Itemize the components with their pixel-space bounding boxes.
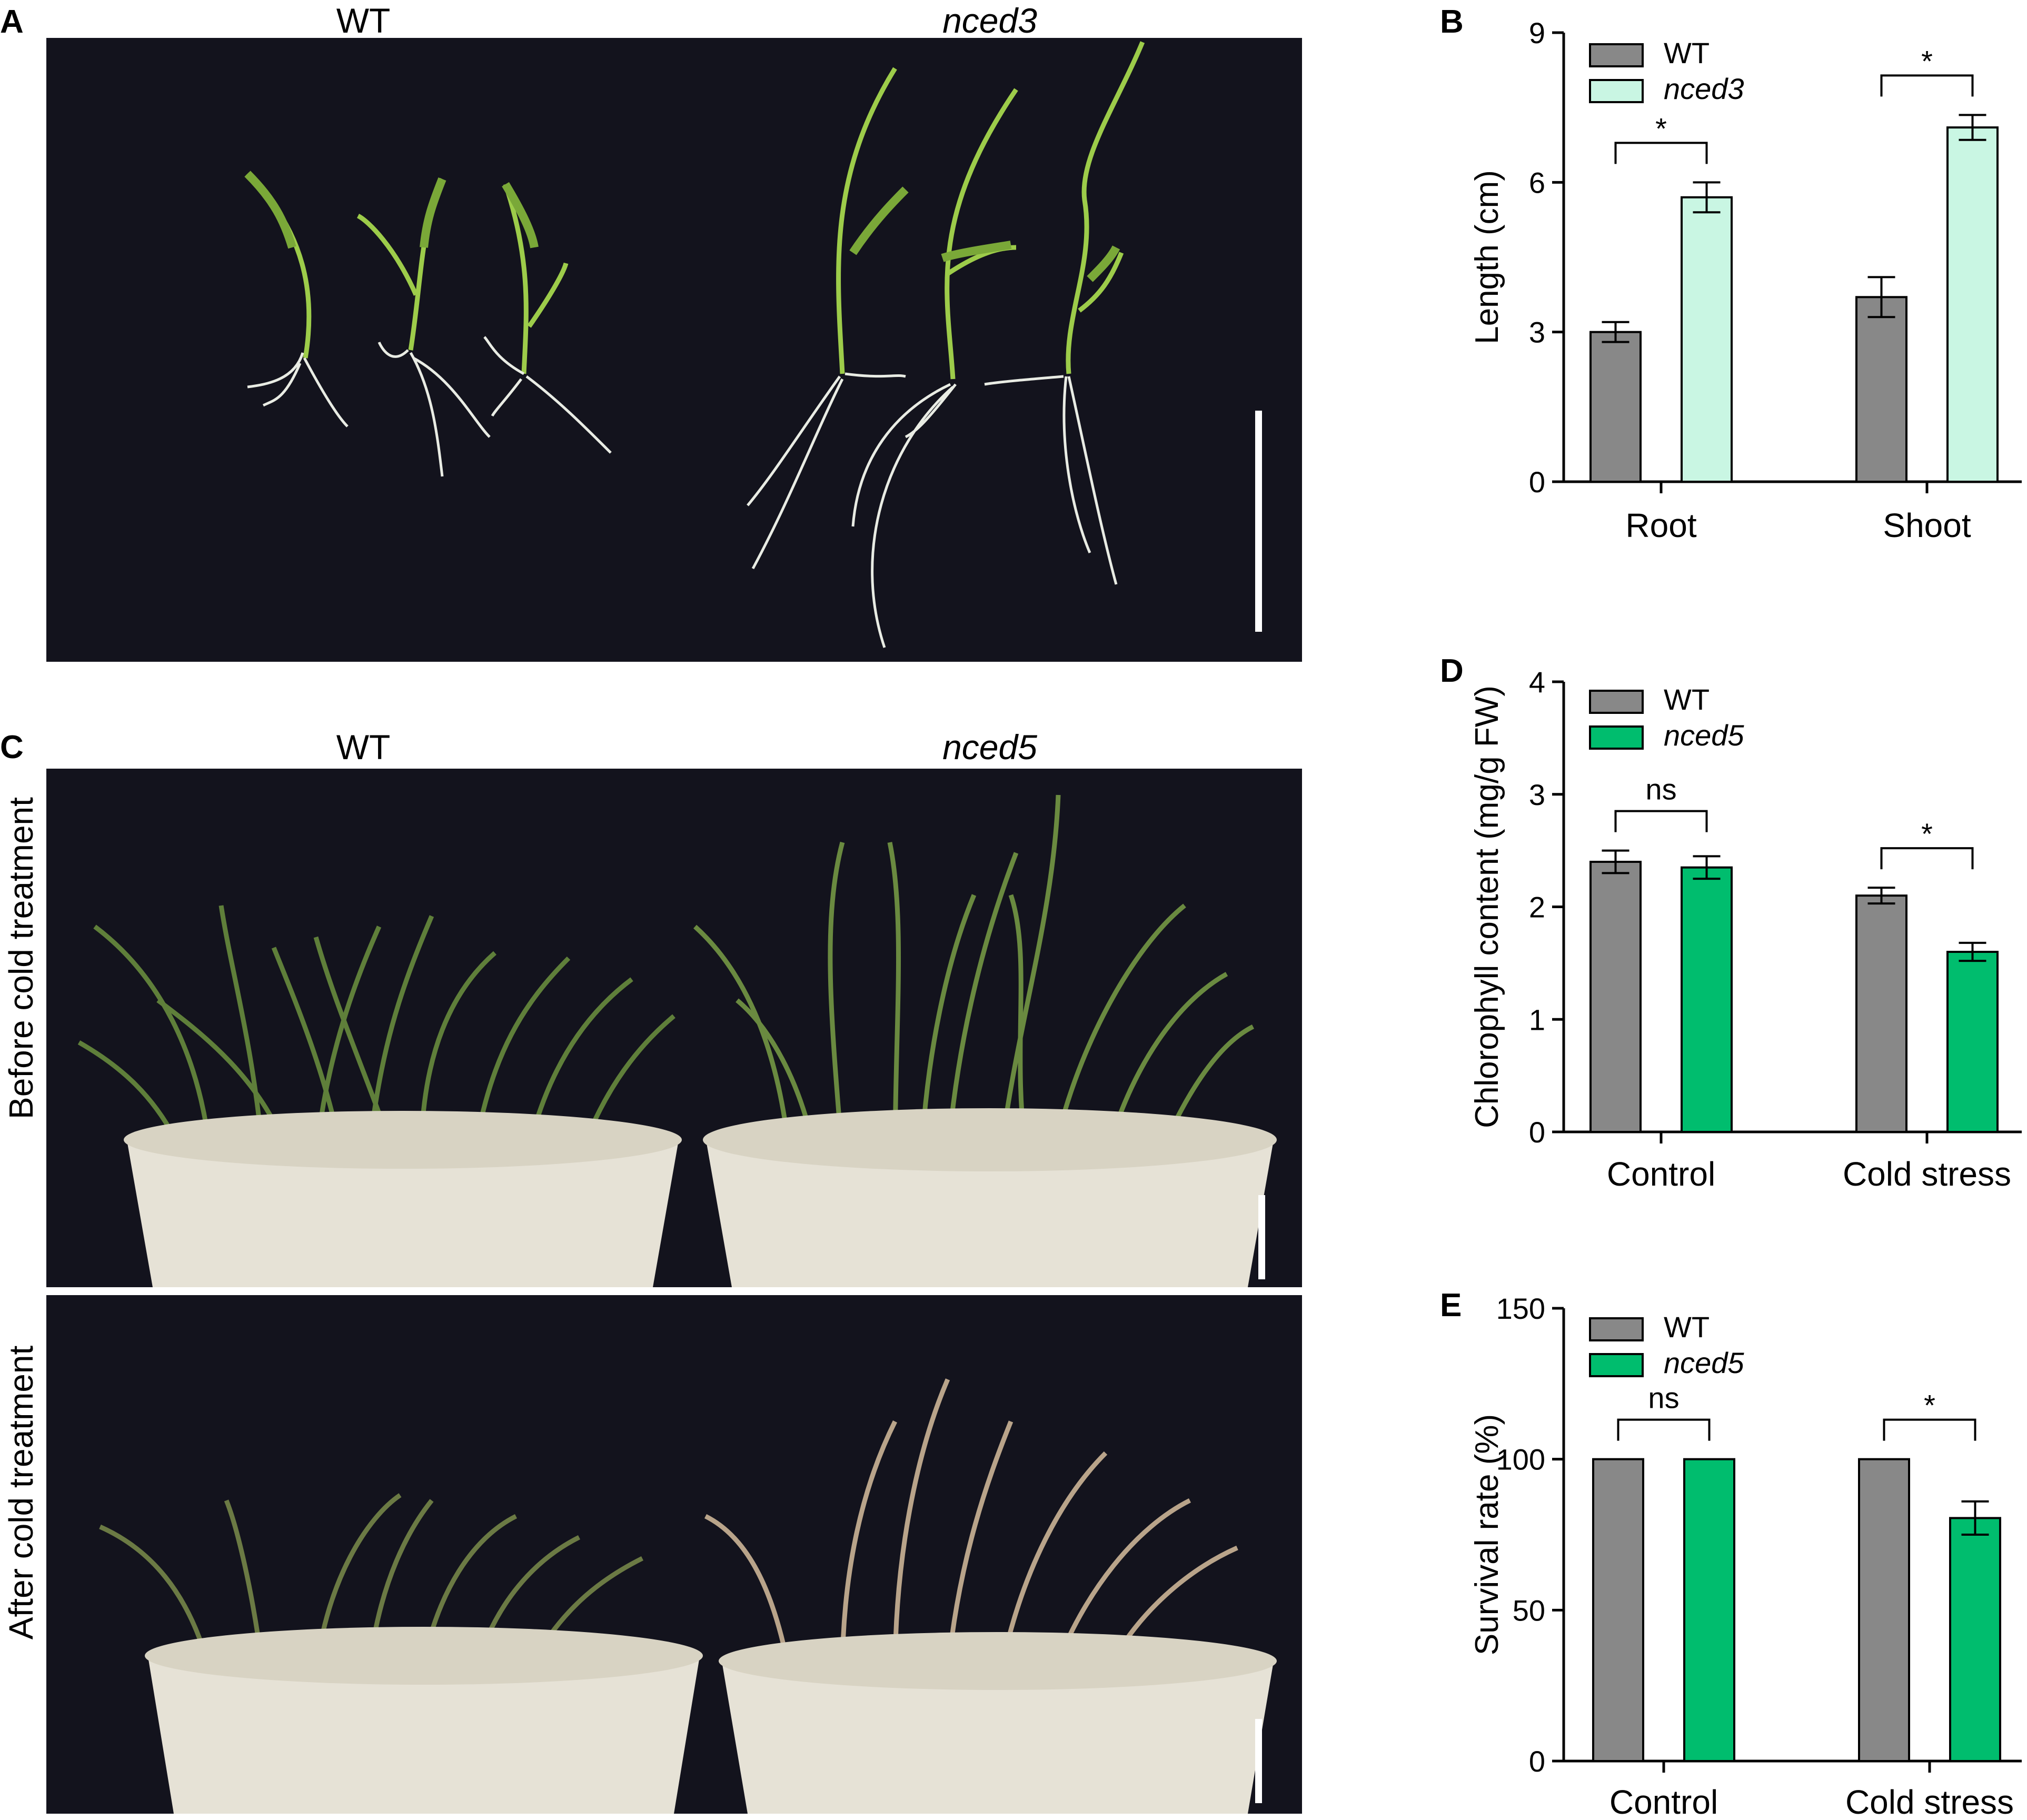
seedling-drawing: [244, 41, 1145, 648]
y-tick-label: 2: [1529, 891, 1545, 924]
significance-bracket: [1614, 810, 1708, 832]
photo-a-title-mutant: nced3: [942, 1, 1037, 40]
y-tick-label: 150: [1496, 1292, 1545, 1325]
y-tick-label: 0: [1529, 1116, 1545, 1149]
y-tick-label: 9: [1529, 16, 1545, 49]
scale-bar: [1255, 1719, 1262, 1803]
panel-label-c: C: [0, 729, 24, 765]
photo-c-title-wt: WT: [336, 728, 391, 767]
bar: [1681, 196, 1733, 483]
legend-swatch: [1589, 43, 1644, 67]
y-tick-label: 0: [1529, 465, 1545, 499]
significance-label: ns: [1645, 773, 1676, 806]
panel-label-b: B: [1440, 4, 1464, 40]
y-tick-label: 6: [1529, 166, 1545, 199]
panel-c: C WT nced5 Before cold treatment After c…: [0, 728, 1302, 1814]
bar: [1946, 126, 1999, 483]
pots-before: [77, 794, 1277, 1287]
significance-label: *: [1921, 817, 1933, 850]
bar: [1589, 331, 1642, 483]
significance-label: ns: [1648, 1381, 1679, 1415]
photo-c-title-mutant: nced5: [942, 728, 1037, 767]
legend-label: nced5: [1664, 1346, 1744, 1379]
significance-bracket: [1880, 847, 1974, 870]
bar: [1855, 894, 1907, 1133]
x-category-label: Control: [1609, 1783, 1718, 1820]
legend-label: nced5: [1664, 719, 1744, 752]
wt-seedling: [244, 171, 349, 427]
y-tick-label: 3: [1529, 316, 1545, 349]
pot-wt-before: [126, 1137, 679, 1287]
bar: [1946, 951, 1999, 1133]
row-label-before: Before cold treatment: [2, 797, 40, 1119]
significance-label: *: [1924, 1389, 1935, 1422]
legend-swatch: [1589, 690, 1644, 714]
legend-label: WT: [1664, 36, 1710, 69]
y-axis-label: Length (cm): [1469, 170, 1505, 344]
significance-bracket: [1883, 1418, 1976, 1441]
pot-rim-mutant-after: [719, 1632, 1277, 1690]
significance-label: *: [1655, 112, 1667, 145]
significance-bracket: [1614, 142, 1708, 164]
y-tick-label: 100: [1496, 1443, 1545, 1476]
pot-rim-wt-before: [124, 1111, 682, 1169]
pot-wt-after: [147, 1653, 700, 1814]
nced3-seedling: [984, 41, 1145, 585]
legend-label: WT: [1664, 683, 1710, 716]
wt-seedling: [483, 182, 612, 454]
significance-bracket: [1880, 74, 1974, 97]
y-axis-label: Survival rate (%): [1469, 1414, 1505, 1655]
seedling-photo: [46, 38, 1302, 662]
photo-a-title-wt: WT: [336, 1, 391, 40]
y-tick-label: 4: [1529, 665, 1545, 699]
bar: [1683, 1458, 1735, 1763]
legend-swatch: [1589, 1353, 1644, 1377]
bar: [1592, 1458, 1644, 1763]
y-tick-label: 3: [1529, 778, 1545, 811]
wt-seedling: [356, 177, 491, 477]
legend-swatch: [1589, 1317, 1644, 1341]
panel-e: E 0 50 100 150 Survival rate (%) Control ns Col…: [1440, 1287, 2022, 1820]
pot-rim-mutant-before: [703, 1108, 1277, 1171]
panel-d: D 0 1 2 3 4 Chlorophyll content (mg/g FW) Cont…: [1440, 653, 2022, 1193]
panel-a: A WT nced3: [0, 1, 1302, 662]
panel-label-d: D: [1440, 653, 1464, 689]
legend-swatch: [1589, 725, 1644, 750]
x-category-label: Control: [1607, 1155, 1715, 1193]
significance-label: *: [1921, 44, 1933, 77]
nced3-seedling: [747, 67, 909, 570]
y-tick-label: 1: [1529, 1003, 1545, 1036]
legend-swatch: [1589, 79, 1644, 103]
pots-after: [99, 1378, 1277, 1814]
pot-mutant-after: [721, 1658, 1274, 1814]
x-category-label: Cold stress: [1843, 1155, 2011, 1193]
x-category-label: Shoot: [1883, 506, 1971, 544]
legend-label: nced3: [1664, 72, 1744, 105]
y-axis-label: Chlorophyll content (mg/g FW): [1469, 685, 1505, 1128]
nced3-seedling: [851, 88, 1018, 648]
panel-label-a: A: [0, 4, 24, 40]
scale-bar: [1258, 1195, 1265, 1279]
bar: [1949, 1517, 2001, 1762]
pot-mutant-before: [706, 1137, 1274, 1287]
bar: [1589, 861, 1642, 1133]
bar: [1681, 866, 1733, 1133]
significance-bracket: [1617, 1418, 1711, 1441]
panel-label-e: E: [1440, 1287, 1462, 1324]
y-tick-label: 50: [1513, 1594, 1545, 1627]
row-label-after: After cold treatment: [2, 1346, 40, 1640]
x-category-label: Root: [1625, 506, 1696, 544]
bar: [1855, 296, 1907, 483]
pot-rim-wt-after: [145, 1627, 703, 1685]
x-category-label: Cold stress: [1845, 1783, 2014, 1820]
y-tick-label: 0: [1529, 1745, 1545, 1778]
legend-label: WT: [1664, 1310, 1710, 1344]
scale-bar: [1255, 411, 1262, 632]
bar: [1858, 1458, 1910, 1763]
